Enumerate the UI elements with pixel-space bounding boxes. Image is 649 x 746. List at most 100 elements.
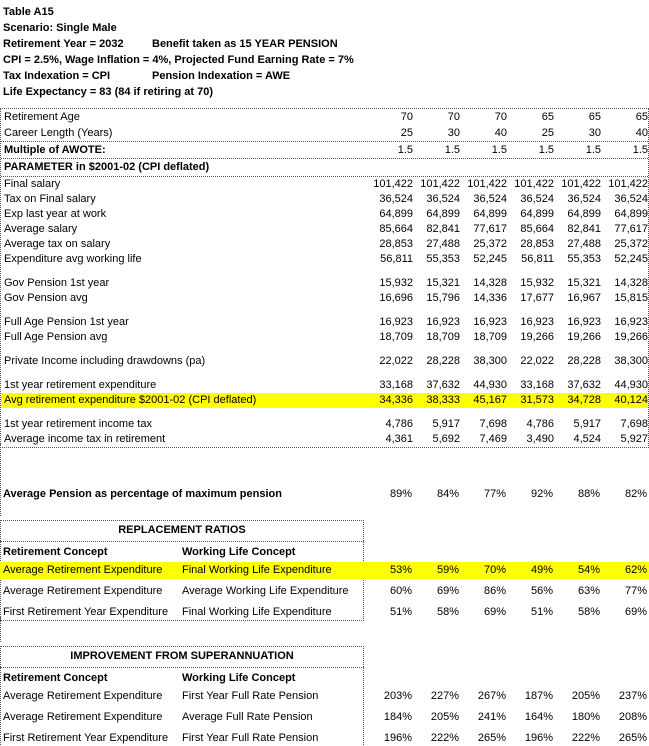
- replacement-ratios-title: REPLACEMENT RATIOS: [0, 520, 364, 542]
- value-cell: 44,930: [473, 379, 507, 391]
- ratio-row: First Retirement Year Expenditure First Y…: [0, 730, 649, 746]
- retirement-concept-cell: First Retirement Year Expenditure: [3, 606, 169, 618]
- value-cell: 82,841: [567, 223, 601, 235]
- value-cell: 33,168: [379, 379, 413, 391]
- value-cell: 101,422: [420, 178, 460, 190]
- value-cell: 64,899: [520, 208, 554, 220]
- value-cell: 37,632: [567, 379, 601, 391]
- value-cell: 16,923: [379, 316, 413, 328]
- improvement-header-row: Retirement Concept Working Life Concept: [0, 668, 649, 688]
- value-cell: 101,422: [373, 178, 413, 190]
- value-cell: 38,300: [473, 355, 507, 367]
- value-cell: 34,728: [567, 394, 601, 406]
- value-cell: 101,422: [514, 178, 554, 190]
- value-cell: 5,917: [432, 418, 460, 430]
- value-cell: 19,266: [520, 331, 554, 343]
- value-cell: 16,923: [567, 316, 601, 328]
- value-cell: 64,899: [426, 208, 460, 220]
- page-title: Table A15: [3, 6, 54, 18]
- value-cell: 1.5: [491, 144, 507, 156]
- table-row: 1st year retirement income tax 4,786 5,917…: [1, 417, 648, 432]
- value-cell: 5,692: [432, 433, 460, 445]
- table-row: 1st year retirement expenditure 33,168 37,…: [1, 378, 648, 393]
- row-label: Exp last year at work: [4, 208, 107, 220]
- value-cell: 55,353: [426, 253, 460, 265]
- value-cell: 37,632: [426, 379, 460, 391]
- spacer-row: [1, 345, 648, 354]
- value-cell: 28,853: [520, 238, 554, 250]
- value-cell: 15,796: [426, 292, 460, 304]
- value-cell: 3,490: [526, 433, 554, 445]
- value-cell: 5,927: [620, 433, 648, 445]
- table-row: Gov Pension avg 16,696 15,796 14,336 17,677 1…: [1, 291, 648, 306]
- life-expectancy-line: Life Expectancy = 83 (84 if retiring at …: [3, 86, 213, 98]
- value-cell: 5,917: [573, 418, 601, 430]
- table-row: Retirement Age 70 70 70 65 65 65: [1, 109, 648, 125]
- value-cell: 38,333: [426, 394, 460, 406]
- value-cell: 27,488: [426, 238, 460, 250]
- value-cell: 27,488: [567, 238, 601, 250]
- value-cell: 58%: [577, 606, 600, 618]
- value-cell: 51%: [530, 606, 553, 618]
- scenario-line: Scenario: Single Male: [3, 22, 117, 34]
- value-cell: 44,930: [614, 379, 648, 391]
- value-cell: 45,167: [473, 394, 507, 406]
- row-divider: [1, 141, 648, 142]
- ratio-row: Average Retirement Expenditure First Year…: [0, 688, 649, 705]
- retirement-concept-cell: Average Retirement Expenditure: [3, 564, 163, 576]
- table-row: Exp last year at work 64,899 64,899 64,899 6…: [1, 207, 648, 222]
- value-cell: 14,328: [614, 277, 648, 289]
- parameter-section-header-row: PARAMETER in $2001-02 (CPI deflated): [1, 159, 648, 176]
- working-life-concept-header: Working Life Concept: [182, 546, 296, 558]
- table-row: Average salary 85,664 82,841 77,617 85,664 82…: [1, 222, 648, 237]
- value-cell: 265%: [618, 732, 647, 744]
- retirement-concept-cell: Average Retirement Expenditure: [3, 711, 163, 723]
- value-cell: 184%: [383, 711, 412, 723]
- value-cell: 69%: [483, 606, 506, 618]
- value-cell: 65: [588, 111, 601, 123]
- working-life-concept-cell: Final Working Life Expenditure: [182, 606, 332, 618]
- value-cell: 52,245: [473, 253, 507, 265]
- value-cell: 18,709: [379, 331, 413, 343]
- value-cell: 36,524: [614, 193, 648, 205]
- left-gridline-segment: [0, 617, 1, 642]
- indexation-line: Tax Indexation = CPI Pension Indexation …: [3, 68, 649, 84]
- value-cell: 205%: [571, 690, 600, 702]
- value-cell: 16,967: [567, 292, 601, 304]
- value-cell: 18,709: [426, 331, 460, 343]
- value-cell: 25: [400, 127, 413, 139]
- value-cell: 56%: [530, 585, 553, 597]
- value-cell: 38,300: [614, 355, 648, 367]
- working-life-concept-cell: Final Working Life Expenditure: [182, 564, 332, 576]
- working-life-concept-cell: Average Full Rate Pension: [182, 711, 313, 723]
- value-cell: 180%: [571, 711, 600, 723]
- value-cell: 69%: [436, 585, 459, 597]
- value-cell: 70: [400, 111, 413, 123]
- value-cell: 4,786: [385, 418, 413, 430]
- value-cell: 205%: [430, 711, 459, 723]
- pension-indexation-label: Pension Indexation = AWE: [152, 70, 291, 82]
- value-cell: 59%: [436, 564, 459, 576]
- value-cell: 227%: [430, 690, 459, 702]
- value-cell: 65: [635, 111, 648, 123]
- value-cell: 70%: [483, 564, 506, 576]
- value-cell: 40: [494, 127, 507, 139]
- value-cell: 65: [541, 111, 554, 123]
- value-cell: 36,524: [379, 193, 413, 205]
- value-cell: 30: [588, 127, 601, 139]
- left-gridline-segment: [0, 444, 1, 516]
- value-cell: 4,524: [573, 433, 601, 445]
- value-cell: 31,573: [520, 394, 554, 406]
- main-parameter-table: Retirement Age 70 70 70 65 65 65 Career Length …: [0, 108, 649, 448]
- table-row: Gov Pension 1st year 15,932 15,321 14,328 15…: [1, 276, 648, 291]
- value-cell: 40: [635, 127, 648, 139]
- value-cell: 22,022: [379, 355, 413, 367]
- value-cell: 64,899: [473, 208, 507, 220]
- value-cell: 1.5: [632, 144, 648, 156]
- value-cell: 16,923: [520, 316, 554, 328]
- row-label: Average income tax in retirement: [4, 433, 166, 445]
- value-cell: 14,336: [473, 292, 507, 304]
- value-cell: 36,524: [520, 193, 554, 205]
- benefit-label: Benefit taken as 15 YEAR PENSION: [152, 38, 338, 50]
